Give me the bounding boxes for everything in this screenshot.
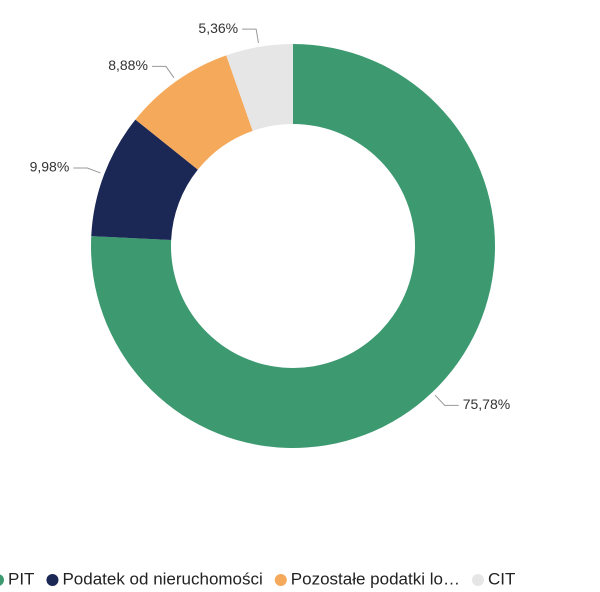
donut-slice (135, 55, 253, 170)
legend-marker (471, 574, 484, 586)
data-label: 75,78% (463, 396, 510, 412)
legend-label: Pozostałe podatki lo… (291, 569, 460, 588)
legend-marker (0, 574, 4, 586)
data-label: 5,36% (198, 20, 238, 36)
donut-slice (226, 44, 293, 131)
leader-line (151, 65, 175, 79)
donut-slice (90, 44, 495, 448)
legend-label: CIT (488, 569, 515, 588)
data-label: 9,98% (30, 159, 70, 175)
legend-marker (46, 574, 59, 586)
legend-marker (274, 574, 287, 586)
donut-slice (91, 119, 198, 241)
legend-label: Podatek od nieruchomości (62, 569, 262, 588)
data-label: 8,88% (108, 57, 148, 73)
leader-line (73, 167, 101, 174)
leader-line (434, 394, 459, 406)
legend-label: PIT (8, 569, 34, 588)
leader-line (242, 28, 259, 43)
